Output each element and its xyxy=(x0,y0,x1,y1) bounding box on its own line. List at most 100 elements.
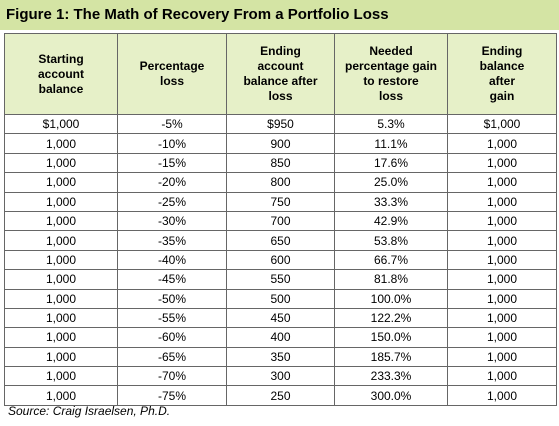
header-cell: Needed percentage gain to restore loss xyxy=(334,33,448,115)
table-cell: 1,000 xyxy=(4,346,118,368)
table-cell: $1,000 xyxy=(447,113,557,135)
table-row: 1,000 -60% 400 150.0% 1,000 xyxy=(4,327,557,348)
table-cell: 900 xyxy=(226,133,335,154)
table-cell: 1,000 xyxy=(447,249,557,271)
header-cell: Ending balance after gain xyxy=(447,33,557,115)
header-line: to restore xyxy=(363,74,419,88)
table-cell: 1,000 xyxy=(447,133,557,154)
header-line: Starting xyxy=(38,51,84,66)
header-line: balance xyxy=(38,81,84,96)
header-line: Needed xyxy=(369,44,413,58)
table-cell: -25% xyxy=(117,191,227,212)
table-row: 1,000 -70% 300 233.3% 1,000 xyxy=(4,366,557,387)
table-cell: 1,000 xyxy=(447,366,557,387)
header-line: balance after xyxy=(243,74,318,88)
table-row: $1,000 -5% $950 5.3% $1,000 xyxy=(4,113,557,135)
header-line: gain xyxy=(489,89,515,103)
table-cell: 1,000 xyxy=(4,327,118,348)
table-cell: 53.8% xyxy=(334,230,448,251)
table-cell: 1,000 xyxy=(447,307,557,329)
header-cell: Ending account balance after loss xyxy=(226,33,335,115)
table-cell: 1,000 xyxy=(4,133,118,154)
table-row: 1,000 -15% 850 17.6% 1,000 xyxy=(4,152,557,174)
table-cell: 1,000 xyxy=(447,152,557,174)
table-cell: 1,000 xyxy=(447,385,557,406)
table-cell: 122.2% xyxy=(334,307,448,329)
table-cell: 1,000 xyxy=(4,385,118,406)
table-cell: 1,000 xyxy=(4,307,118,329)
table-cell: 1,000 xyxy=(4,269,118,290)
header-line: loss xyxy=(378,89,403,103)
table-body: $1,000 -5% $950 5.3% $1,000 1,000 -10% 900 11.1%… xyxy=(4,113,557,406)
table-row: 1,000 -20% 800 25.0% 1,000 xyxy=(4,172,557,193)
table-row: 1,000 -50% 500 100.0% 1,000 xyxy=(4,288,557,309)
table-row: 1,000 -75% 250 300.0% 1,000 xyxy=(4,385,557,406)
table-cell: -30% xyxy=(117,210,227,232)
header-cell: Starting account balance xyxy=(4,33,118,115)
table-cell: -15% xyxy=(117,152,227,174)
table-cell: 1,000 xyxy=(4,366,118,387)
table-cell: 450 xyxy=(226,307,335,329)
recovery-table: Starting account balance Percentage loss Endi… xyxy=(4,33,557,406)
header-line: balance xyxy=(479,59,525,73)
table-cell: 185.7% xyxy=(334,346,448,368)
table-cell: 1,000 xyxy=(447,172,557,193)
table-cell: 1,000 xyxy=(447,346,557,368)
table-cell: 1,000 xyxy=(447,191,557,212)
table-cell: -20% xyxy=(117,172,227,193)
table-cell: -40% xyxy=(117,249,227,271)
table-cell: 400 xyxy=(226,327,335,348)
header-line: Ending xyxy=(260,44,301,58)
table-cell: -55% xyxy=(117,307,227,329)
table-cell: -50% xyxy=(117,288,227,309)
table-cell: 650 xyxy=(226,230,335,251)
table-cell: 750 xyxy=(226,191,335,212)
table-cell: 250 xyxy=(226,385,335,406)
table-cell: 25.0% xyxy=(334,172,448,193)
table-cell: 850 xyxy=(226,152,335,174)
table-cell: 1,000 xyxy=(4,288,118,309)
table-row: 1,000 -40% 600 66.7% 1,000 xyxy=(4,249,557,271)
table-cell: -5% xyxy=(117,113,227,135)
header-line: loss xyxy=(159,74,184,88)
table-cell: 1,000 xyxy=(447,288,557,309)
table-row: 1,000 -25% 750 33.3% 1,000 xyxy=(4,191,557,212)
table-row: 1,000 -55% 450 122.2% 1,000 xyxy=(4,307,557,329)
table-cell: 300.0% xyxy=(334,385,448,406)
table-cell: 1,000 xyxy=(447,269,557,290)
table-cell: 700 xyxy=(226,210,335,232)
table-cell: 33.3% xyxy=(334,191,448,212)
table-cell: -45% xyxy=(117,269,227,290)
table-cell: 800 xyxy=(226,172,335,193)
table-cell: 500 xyxy=(226,288,335,309)
table-cell: 1,000 xyxy=(447,327,557,348)
header-line: account xyxy=(37,66,84,81)
header-line: account xyxy=(257,59,304,73)
table-cell: 1,000 xyxy=(4,210,118,232)
header-line: after xyxy=(488,74,515,88)
table-cell: -70% xyxy=(117,366,227,387)
table-cell: -65% xyxy=(117,346,227,368)
table-cell: 350 xyxy=(226,346,335,368)
table-cell: -35% xyxy=(117,230,227,251)
table-cell: 42.9% xyxy=(334,210,448,232)
table-cell: -10% xyxy=(117,133,227,154)
header-line: Ending xyxy=(481,44,523,58)
table-cell: 11.1% xyxy=(334,133,448,154)
table-cell: 150.0% xyxy=(334,327,448,348)
table-cell: 1,000 xyxy=(4,172,118,193)
table-cell: 100.0% xyxy=(334,288,448,309)
table-cell: 66.7% xyxy=(334,249,448,271)
header-line: Percentage xyxy=(139,59,205,73)
table-cell: -60% xyxy=(117,327,227,348)
table-row: 1,000 -65% 350 185.7% 1,000 xyxy=(4,346,557,368)
table-cell: 1,000 xyxy=(4,191,118,212)
table-cell: 1,000 xyxy=(447,210,557,232)
table-row: 1,000 -35% 650 53.8% 1,000 xyxy=(4,230,557,251)
source-note: Source: Craig Israelsen, Ph.D. xyxy=(8,404,171,418)
table-cell: $950 xyxy=(226,113,335,135)
header-line: loss xyxy=(268,89,293,103)
table-cell: 300 xyxy=(226,366,335,387)
figure-title: Figure 1: The Math of Recovery From a Po… xyxy=(0,0,559,30)
